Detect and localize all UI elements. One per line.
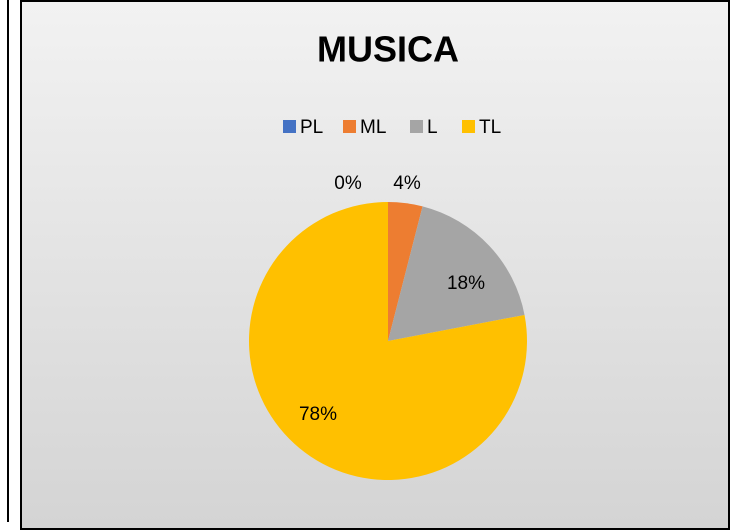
legend-label: L <box>427 117 438 138</box>
data-label: 4% <box>393 173 421 194</box>
pie-slice <box>388 206 525 341</box>
legend-swatch <box>283 120 296 133</box>
pie-slice <box>248 202 528 481</box>
pie-slice <box>388 202 423 341</box>
legend-swatch <box>462 120 475 133</box>
legend-swatch <box>343 120 356 133</box>
data-label: 0% <box>334 173 362 194</box>
data-label: 18% <box>447 273 485 294</box>
legend-label: ML <box>360 117 386 138</box>
legend-label: TL <box>479 117 501 138</box>
data-label: 78% <box>299 404 337 425</box>
chart-title: MUSICA <box>317 29 459 70</box>
legend-label: PL <box>300 117 323 138</box>
legend-swatch <box>410 120 423 133</box>
